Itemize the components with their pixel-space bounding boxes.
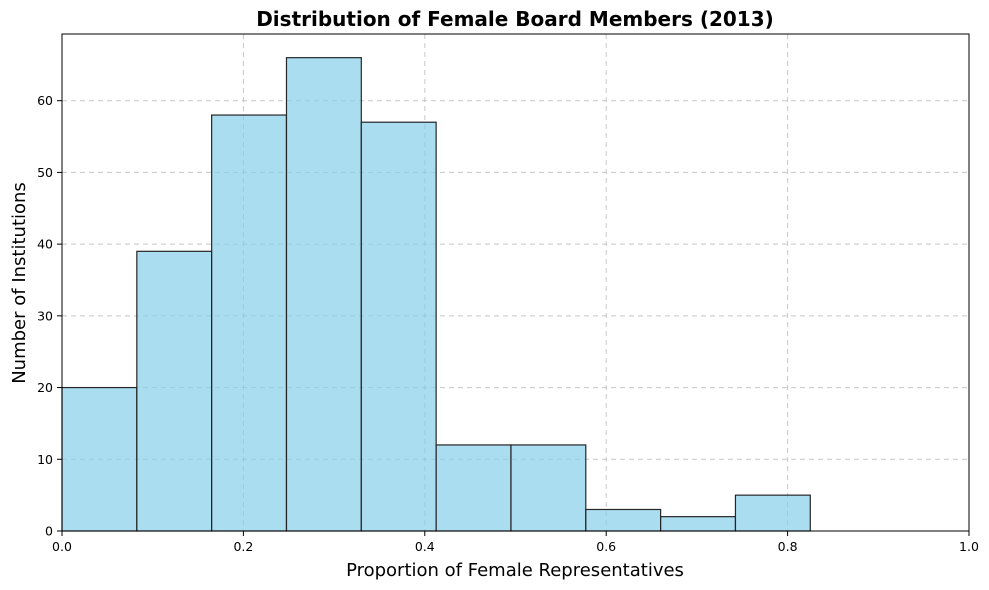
x-tick-label: 1.0 — [959, 539, 979, 554]
histogram-bar — [435, 444, 512, 532]
y-tick-label: 0 — [45, 524, 53, 539]
x-tick-label: 0.8 — [778, 539, 798, 554]
histogram-bar — [510, 444, 587, 532]
x-axis-ticks: 0.0 0.2 0.4 0.6 0.8 1.0 — [52, 531, 979, 554]
histogram-bar — [585, 508, 662, 532]
y-tick-label: 30 — [37, 308, 53, 323]
y-tick-label: 10 — [37, 452, 53, 467]
y-tick-label: 50 — [37, 165, 53, 180]
y-tick-label: 60 — [37, 93, 53, 108]
x-tick-label: 0.2 — [233, 539, 253, 554]
x-tick-label: 0.0 — [52, 539, 72, 554]
x-axis-label: Proportion of Female Representatives — [346, 560, 684, 581]
histogram-bar — [285, 57, 362, 532]
y-tick-label: 20 — [37, 380, 53, 395]
histogram-bar — [211, 114, 288, 532]
plot-frame — [61, 33, 970, 532]
histogram-bar — [660, 516, 737, 532]
histogram-bar — [734, 494, 811, 532]
histogram-bar — [61, 386, 138, 532]
x-tick-label: 0.6 — [596, 539, 616, 554]
histogram-bar — [136, 250, 213, 532]
y-axis-label: Number of Institutions — [9, 182, 30, 384]
x-tick-label: 0.4 — [415, 539, 435, 554]
bars — [61, 57, 811, 532]
y-tick-label: 40 — [37, 237, 53, 252]
chart-title: Distribution of Female Board Members (20… — [256, 7, 774, 31]
histogram-bar — [360, 121, 437, 532]
y-axis-ticks: 0 10 20 30 40 50 60 — [37, 93, 62, 539]
